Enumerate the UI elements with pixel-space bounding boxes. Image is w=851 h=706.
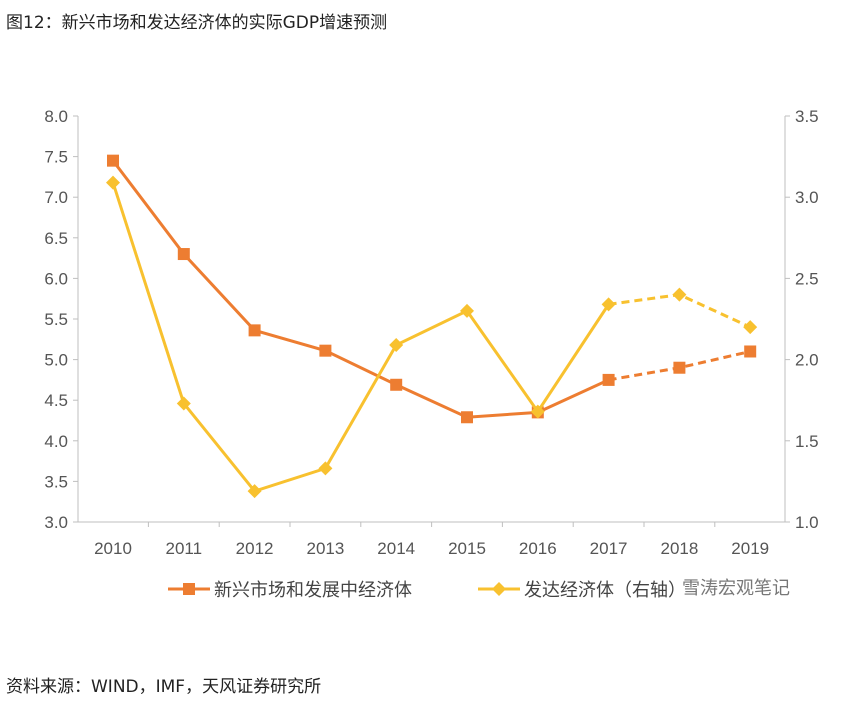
legend-marker	[183, 583, 195, 595]
source-note: 资料来源：WIND，IMF，天风证券研究所	[6, 677, 322, 697]
data-point	[318, 461, 333, 476]
data-point	[461, 411, 473, 424]
data-point	[743, 320, 758, 335]
data-point	[107, 154, 119, 167]
x-tick-label: 2017	[590, 539, 628, 558]
chart-title: 图12：新兴市场和发达经济体的实际GDP增速预测	[6, 13, 388, 33]
legend-marker	[492, 582, 506, 596]
series-line	[111, 182, 610, 493]
data-point	[601, 297, 616, 312]
data-point	[106, 175, 120, 190]
x-tick-label: 2014	[377, 539, 415, 558]
left-tick-label: 3.5	[44, 472, 68, 491]
right-tick-label: 1.5	[795, 432, 819, 451]
right-tick-label: 2.5	[795, 269, 819, 288]
data-point	[247, 484, 262, 499]
x-tick-label: 2016	[519, 539, 557, 558]
right-tick-label: 3.0	[795, 188, 819, 207]
left-tick-label: 3.0	[44, 513, 68, 532]
data-point	[602, 373, 615, 386]
x-tick-label: 2015	[448, 539, 486, 558]
left-tick-label: 5.0	[44, 351, 68, 370]
left-tick-label: 6.0	[44, 269, 68, 288]
data-point	[177, 248, 190, 261]
data-point	[389, 337, 404, 352]
x-tick-label: 2013	[306, 539, 344, 558]
x-tick-label: 2010	[94, 539, 132, 558]
left-tick-label: 8.0	[44, 107, 68, 126]
x-tick-label: 2019	[731, 539, 769, 558]
legend-label: 发达经济体（右轴）	[524, 580, 686, 600]
left-tick-label: 5.5	[44, 310, 68, 329]
left-tick-label: 4.5	[44, 391, 68, 410]
right-tick-label: 2.0	[795, 351, 819, 370]
x-tick-label: 2011	[166, 539, 203, 558]
right-tick-label: 3.5	[795, 107, 819, 126]
series-line	[111, 159, 610, 419]
legend-label: 新兴市场和发展中经济体	[214, 580, 412, 600]
data-point	[248, 324, 261, 337]
data-point	[390, 378, 403, 391]
data-point	[176, 396, 191, 411]
data-point	[460, 303, 474, 318]
data-point	[672, 287, 687, 302]
watermark: 雪涛宏观笔记	[682, 578, 790, 599]
data-point	[530, 404, 545, 419]
left-tick-label: 7.0	[44, 188, 68, 207]
data-point	[319, 344, 332, 357]
left-tick-label: 7.5	[44, 148, 68, 167]
x-tick-label: 2012	[236, 539, 274, 558]
right-tick-label: 1.0	[795, 513, 819, 532]
x-tick-label: 2018	[660, 539, 698, 558]
data-point	[673, 361, 686, 374]
left-tick-label: 6.5	[44, 229, 68, 248]
left-tick-label: 4.0	[44, 432, 68, 451]
data-point	[744, 345, 757, 358]
